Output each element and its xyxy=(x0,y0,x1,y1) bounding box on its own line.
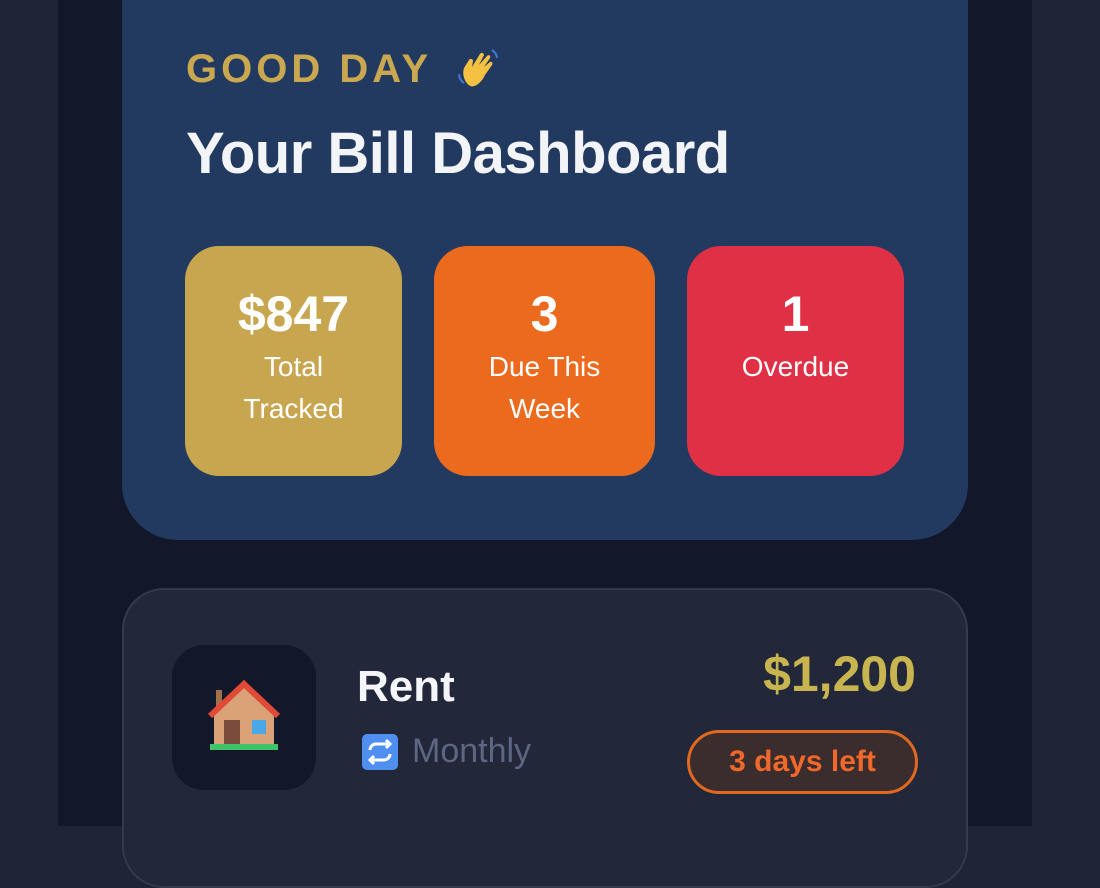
stat-label: Due This Week xyxy=(488,351,601,424)
stat-label: Overdue xyxy=(741,351,850,382)
stat-value: 3 xyxy=(530,286,559,342)
greeting: GOOD DAY xyxy=(186,46,502,92)
repeat-icon xyxy=(362,733,398,770)
stat-due-this-week[interactable]: 3 Due This Week xyxy=(434,246,655,476)
stat-value: 1 xyxy=(781,286,810,342)
waving-hand-icon xyxy=(458,49,499,87)
bill-amount: $1,200 xyxy=(763,646,916,702)
stat-total-tracked[interactable]: $847 Total Tracked xyxy=(185,246,402,476)
bill-icon-box xyxy=(172,645,316,790)
bill-name: Rent xyxy=(357,662,455,711)
due-status-badge: 3 days left xyxy=(687,730,918,794)
stat-label: Total Tracked xyxy=(243,351,344,424)
bill-frequency: Monthly xyxy=(362,732,531,771)
page-title: Your Bill Dashboard xyxy=(186,121,730,186)
house-icon xyxy=(207,679,281,750)
stat-value: $847 xyxy=(237,286,350,342)
stat-overdue[interactable]: 1 Overdue xyxy=(687,246,904,476)
frequency-label: Monthly xyxy=(412,732,532,770)
greeting-text: GOOD DAY xyxy=(186,46,433,91)
